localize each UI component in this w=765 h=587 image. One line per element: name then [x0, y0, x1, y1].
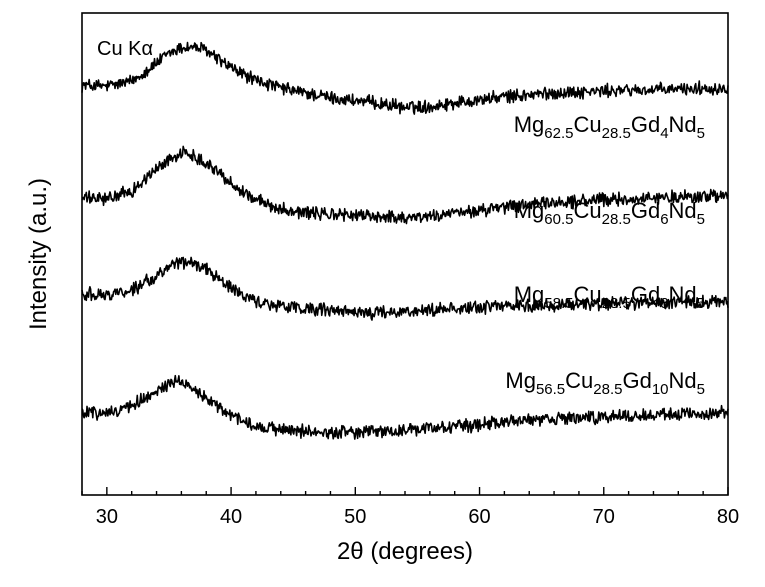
plot-frame [81, 12, 729, 496]
series-line [81, 145, 729, 225]
x-tick-label: 60 [468, 506, 490, 528]
series-line [81, 256, 729, 321]
x-tick-label: 70 [593, 506, 615, 528]
series-label: Mg56.5Cu28.5Gd10Nd5 [505, 368, 705, 398]
series-line [81, 374, 729, 440]
series-label: Mg62.5Cu28.5Gd4Nd5 [514, 112, 705, 142]
x-tick-label: 40 [220, 506, 242, 528]
x-tick-label: 30 [96, 506, 118, 528]
x-tick-label: 50 [344, 506, 366, 528]
x-tick-label: 80 [717, 506, 739, 528]
curves-layer [81, 41, 729, 440]
series-label: Mg58.5Cu28.5Gd8Nd5 [514, 282, 705, 312]
series-label: Mg60.5Cu28.5Gd6Nd5 [514, 198, 705, 228]
series-line [81, 41, 729, 115]
y-axis-label: Intensity (a.u.) [25, 178, 52, 330]
x-axis-label: 2θ (degrees) [337, 538, 473, 565]
curve-labels-layer: Mg62.5Cu28.5Gd4Nd5 Mg60.5Cu28.5Gd6Nd5 Mg58… [505, 112, 705, 398]
radiation-annotation: Cu Kα [97, 38, 153, 60]
plot-area-border [81, 12, 729, 496]
x-axis-ticks: 30 40 50 60 70 80 [81, 487, 739, 528]
